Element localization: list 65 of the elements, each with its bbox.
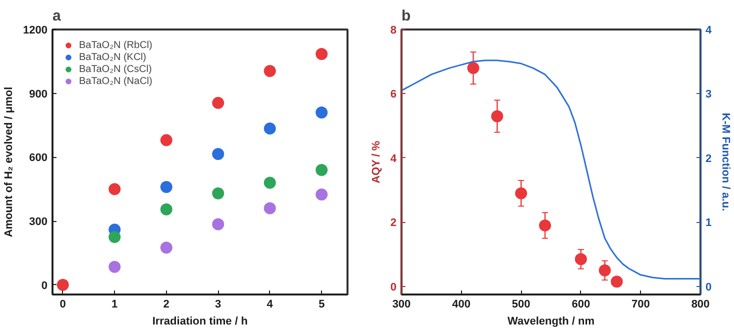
point (264, 122, 276, 134)
point (598, 264, 611, 276)
y-tick-label: 0 (41, 280, 48, 292)
x-tick-label: 500 (512, 298, 530, 310)
point (108, 183, 121, 196)
x-tick-label: 400 (452, 298, 470, 310)
x-tick-label: 600 (572, 298, 590, 310)
x-tick-label: 5 (318, 298, 325, 310)
point (264, 202, 276, 214)
y-tick-label: 2 (390, 217, 397, 230)
legend-label: BaTaO₂N (RbCl) (79, 39, 152, 51)
point (539, 219, 552, 232)
point (56, 278, 69, 291)
x-tick-label: 1 (112, 298, 118, 310)
line-series (402, 60, 700, 280)
point (160, 181, 172, 193)
y-tick-label: 1200 (23, 24, 48, 36)
legend-label: BaTaO₂N (CsCl) (79, 63, 152, 75)
point (316, 188, 328, 200)
y-tick-label: 600 (29, 152, 48, 164)
x-axis-title: Wavelength / nm (508, 316, 595, 328)
point (316, 106, 328, 118)
point (212, 96, 224, 109)
x-tick-label: 2 (163, 298, 170, 310)
y-axis-title: Amount of H₂ evolved / μmol (3, 86, 16, 238)
x-tick-label: 700 (632, 298, 650, 310)
point (264, 65, 276, 77)
point (515, 187, 528, 200)
y-tick-label: 4 (390, 152, 398, 165)
point (160, 134, 172, 146)
y-tick-label: 8 (390, 24, 397, 36)
point (316, 164, 328, 176)
y-axis-title: AQY / % (370, 140, 382, 184)
point (108, 260, 121, 273)
y2-tick-label: 3 (706, 88, 712, 101)
x-tick-label: 800 (691, 298, 710, 310)
point (264, 176, 276, 189)
y-tick-label: 900 (29, 88, 48, 100)
point (160, 242, 172, 254)
y2-tick-label: 0 (706, 281, 712, 294)
point (574, 253, 587, 266)
legend-label: BaTaO₂N (KCl) (79, 51, 146, 63)
point (212, 187, 224, 200)
x-tick-label: 4 (266, 298, 274, 310)
chart-title: b (402, 8, 411, 24)
point (108, 231, 121, 244)
y-tick-label: 0 (390, 281, 397, 294)
point (212, 218, 224, 230)
y-tick-label: 300 (29, 216, 48, 228)
y2-axis-title: K-M Function / a.u. (720, 112, 732, 212)
y2-tick-label: 4 (706, 24, 712, 36)
point (467, 62, 480, 74)
point (160, 203, 172, 216)
y2-tick-label: 2 (706, 152, 712, 165)
chart-title: a (52, 8, 62, 24)
x-tick-label: 0 (60, 298, 66, 310)
y2-tick-label: 1 (706, 217, 712, 230)
point (212, 148, 224, 160)
x-axis-title: Irradiation time / h (152, 316, 248, 328)
point (491, 110, 504, 122)
point (316, 48, 328, 60)
point (610, 276, 623, 288)
legend-label: BaTaO₂N (NaCl) (79, 75, 152, 87)
x-tick-label: 3 (215, 298, 222, 310)
y-tick-label: 6 (390, 88, 397, 101)
